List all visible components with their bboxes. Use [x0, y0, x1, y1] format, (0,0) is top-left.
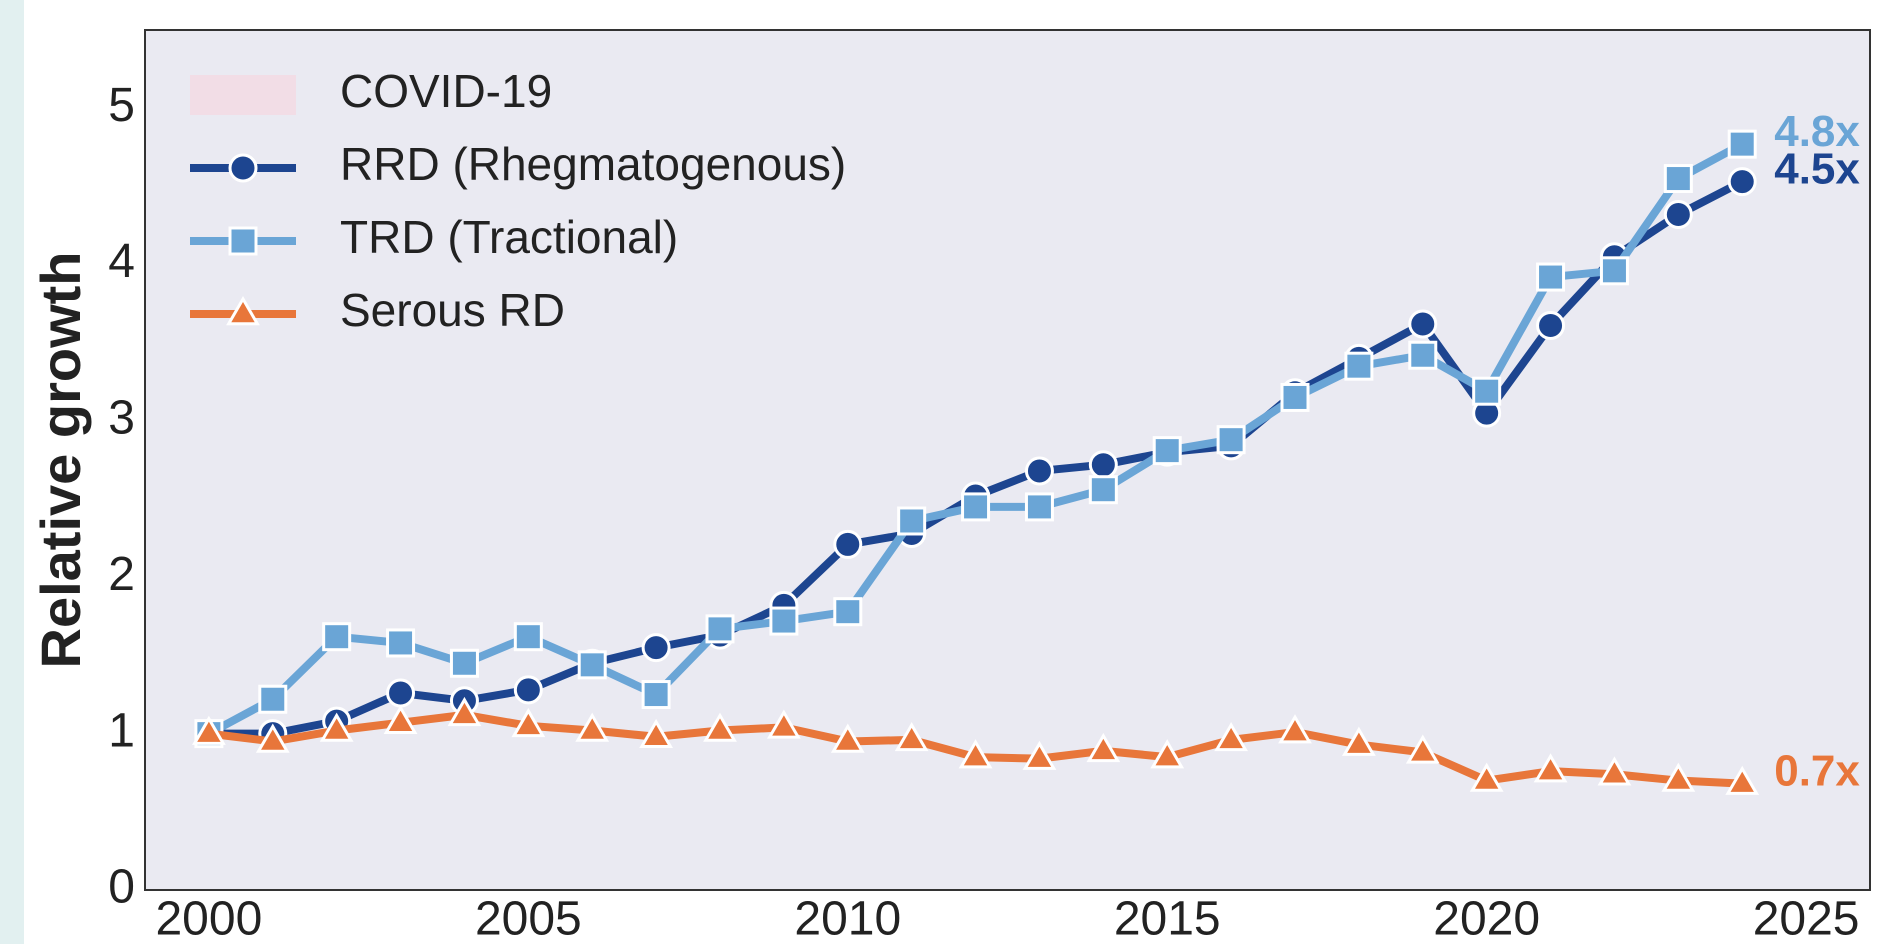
data-point	[1086, 732, 1121, 763]
data-point	[1599, 256, 1629, 286]
data-point	[1408, 309, 1438, 339]
y-tick-label: 0	[108, 861, 135, 914]
data-point	[1408, 340, 1438, 370]
y-tick-label: 5	[108, 79, 135, 132]
data-point	[1024, 456, 1054, 486]
data-point	[833, 597, 863, 627]
data-point	[1341, 726, 1376, 756]
y-tick-label: 1	[108, 704, 135, 757]
data-point	[449, 648, 479, 678]
data-point	[705, 614, 735, 644]
legend-marker	[228, 226, 258, 256]
data-point	[511, 707, 546, 738]
plot-area	[144, 29, 1871, 891]
x-tick-label: 2020	[1433, 893, 1540, 944]
data-point	[961, 492, 991, 522]
data-point	[1597, 756, 1632, 786]
data-point	[319, 712, 354, 742]
data-point	[1280, 382, 1310, 412]
data-point	[386, 628, 416, 658]
data-point	[513, 622, 543, 652]
x-tick-label: 2015	[1114, 893, 1221, 944]
data-point	[766, 709, 801, 739]
data-point	[641, 633, 671, 663]
legend-label: COVID-19	[340, 65, 552, 117]
x-tick-label: 2005	[475, 893, 582, 944]
data-point	[1727, 167, 1757, 197]
side-strip	[0, 0, 24, 944]
data-point	[575, 712, 610, 742]
data-point	[1663, 164, 1693, 194]
data-point	[386, 678, 416, 708]
data-point	[1536, 262, 1566, 292]
data-point	[1344, 351, 1374, 381]
data-point	[1278, 714, 1312, 744]
legend-marker	[226, 296, 260, 326]
data-point	[255, 723, 290, 753]
data-point	[897, 506, 927, 536]
x-tick-label: 2000	[155, 893, 262, 944]
end-label: 0.7x	[1774, 746, 1860, 795]
data-point	[1727, 129, 1757, 159]
legend-patch	[190, 75, 296, 115]
legend-label: TRD (Tractional)	[340, 211, 678, 263]
data-point	[1472, 376, 1502, 406]
data-point	[641, 680, 671, 710]
data-point	[769, 606, 799, 636]
data-point	[1022, 740, 1057, 770]
data-point	[1216, 425, 1246, 455]
y-tick-label: 3	[108, 392, 135, 445]
data-point	[322, 622, 352, 652]
data-point	[383, 704, 418, 734]
data-point	[1661, 762, 1696, 792]
data-point	[191, 715, 226, 745]
legend-label: RRD (Rhegmatogenous)	[340, 138, 846, 190]
data-point	[703, 712, 737, 742]
data-point	[1150, 739, 1185, 769]
data-point	[1088, 450, 1118, 480]
data-point	[1024, 492, 1054, 522]
data-point	[830, 723, 865, 753]
data-point	[1405, 734, 1440, 764]
data-point	[1725, 765, 1760, 795]
data-point	[577, 650, 607, 680]
x-tick-label: 2010	[794, 893, 901, 944]
data-point	[833, 529, 863, 559]
data-point	[447, 696, 482, 727]
data-point	[639, 718, 674, 749]
data-point	[513, 675, 543, 705]
data-point	[958, 739, 993, 769]
y-tick-label: 4	[108, 235, 135, 288]
data-point	[1663, 200, 1693, 230]
y-axis-label: Relative growth	[29, 252, 92, 669]
end-label: 4.8x	[1774, 107, 1860, 156]
end-label: 4.5x	[1774, 144, 1860, 193]
data-point	[894, 721, 929, 752]
data-point	[1088, 475, 1118, 505]
x-tick-label: 2025	[1753, 893, 1860, 944]
legend-marker	[228, 153, 258, 183]
data-point	[1214, 721, 1249, 752]
y-tick-label: 2	[108, 548, 135, 601]
legend-label: Serous RD	[340, 284, 565, 336]
data-point	[1152, 436, 1182, 466]
data-point	[1469, 762, 1504, 792]
data-point	[258, 684, 288, 714]
data-point	[1536, 311, 1566, 341]
data-point	[1533, 753, 1568, 783]
